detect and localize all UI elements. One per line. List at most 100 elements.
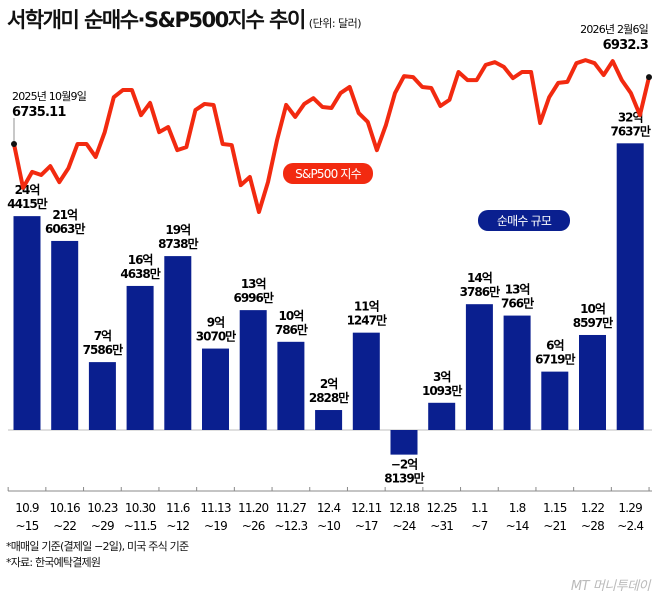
bar-label-man: 7637만: [610, 123, 650, 138]
bar: [352, 332, 380, 430]
bar-label-man: 1093만: [422, 383, 462, 398]
x-tick-label: 1.22: [581, 501, 605, 515]
bar-label-eok: 13억: [241, 277, 266, 291]
bar-label-man: 6719만: [535, 352, 575, 367]
bar: [126, 285, 154, 430]
x-tick-label: ~10: [317, 519, 340, 533]
start-value: 6735.11: [12, 105, 66, 120]
end-value: 6932.3: [603, 38, 649, 53]
bar-label-eok: 21억: [52, 208, 77, 222]
bar: [390, 430, 418, 455]
netbuy-legend-pill: [478, 210, 570, 231]
x-tick-label: ~24: [393, 519, 416, 533]
footnote-basis: *매매일 기준(결제일 −2일), 미국 주식 기준: [6, 540, 189, 553]
netbuy-legend-label: 순매수 규모: [497, 214, 552, 228]
bar: [13, 216, 41, 430]
bar-label-eok: 24억: [15, 183, 40, 197]
bar-label-eok: 9억: [207, 316, 224, 330]
x-tick-label: 12.25: [427, 501, 458, 515]
sp500-line: [12, 58, 651, 214]
x-tick-label: 10.9: [15, 501, 39, 515]
x-tick-label: ~22: [53, 519, 76, 533]
x-tick-label: 1.29: [618, 501, 642, 515]
x-tick-label: ~29: [91, 519, 114, 533]
bar: [315, 410, 343, 430]
x-tick-label: ~14: [506, 519, 529, 533]
x-tick-label: ~21: [543, 519, 566, 533]
footnote-source: *자료: 한국예탁결제원: [6, 556, 101, 569]
bar-label-eok: 13억: [505, 283, 530, 297]
bar-label-man: 786만: [275, 322, 308, 337]
bar-label-eok: 7억: [94, 329, 111, 343]
bar: [202, 348, 229, 430]
bar-label-man: 3070만: [196, 329, 236, 344]
sp500-legend-pill: [283, 163, 373, 184]
sp500-legend-label: S&P500 지수: [295, 167, 362, 181]
x-tick-label: 10.16: [50, 501, 81, 515]
bar-label-eok: −2억: [391, 458, 417, 472]
publisher-logo: MT 머니투데이: [570, 579, 651, 594]
x-tick-label: ~17: [355, 519, 378, 533]
bar-label-eok: 14억: [467, 271, 492, 285]
bar-label-man: 6996만: [233, 290, 273, 305]
bar-label-eok: 6억: [546, 339, 563, 353]
x-tick-label: ~2.4: [617, 519, 643, 533]
title-text: 서학개미 순매수·S&P500지수 추이: [7, 8, 306, 32]
x-tick-label: ~12: [166, 519, 189, 533]
bar: [541, 371, 569, 430]
bar-label-eok: 19억: [165, 223, 190, 237]
bar-label-man: 4638만: [120, 266, 160, 281]
x-tick-label: 10.30: [125, 501, 156, 515]
bar-label-man: 4415만: [7, 196, 47, 211]
x-tick-label: 11.6: [166, 501, 190, 515]
x-tick-label: 11.20: [238, 501, 269, 515]
bar-label-man: 7586만: [83, 342, 123, 357]
x-tick-label: 11.27: [276, 501, 307, 515]
end-point: [646, 74, 652, 81]
x-tick-label: ~12.3: [275, 519, 308, 533]
bar-label-eok: 32억: [618, 110, 643, 124]
bar: [239, 310, 267, 430]
bar-label-eok: 16억: [128, 253, 153, 267]
bar: [51, 240, 79, 430]
bar-label-eok: 10억: [580, 302, 605, 316]
bar-label-man: 766만: [501, 296, 534, 311]
bar-label-man: 3786만: [460, 284, 500, 299]
bar: [616, 143, 644, 430]
x-tick-label: ~7: [471, 519, 487, 533]
x-tick-label: ~28: [581, 519, 604, 533]
bar: [465, 304, 493, 430]
bar-label-man: 8597만: [573, 315, 613, 330]
x-tick-label: ~19: [204, 519, 227, 533]
x-tick-label: 1.1: [471, 501, 488, 515]
x-tick-label: ~31: [430, 519, 453, 533]
x-tick-label: 11.13: [200, 501, 231, 515]
bar: [428, 402, 456, 430]
x-tick-label: 10.23: [87, 501, 118, 515]
end-date: 2026년 2월6일: [580, 22, 649, 36]
bar: [277, 341, 305, 430]
bar-label-man: 8139만: [384, 471, 424, 486]
bar-label-man: 6063만: [45, 221, 85, 236]
bar-label-man: 1247만: [347, 313, 387, 328]
bar-label-eok: 3억: [433, 370, 450, 384]
bar: [579, 334, 606, 430]
bar-label-man: 2828만: [309, 390, 349, 405]
x-tick-label: ~26: [242, 519, 265, 533]
x-tick-label: 1.15: [543, 501, 567, 515]
x-tick-label: 12.4: [317, 501, 341, 515]
x-tick-label: 12.11: [351, 501, 382, 515]
bar-label-eok: 11억: [354, 300, 379, 314]
chart-title: 서학개미 순매수·S&P500지수 추이 (단위: 달러): [7, 4, 362, 34]
bar: [503, 315, 531, 430]
bar-label-eok: 10억: [279, 309, 304, 323]
x-tick-label: 1.8: [509, 501, 526, 515]
x-tick-label: ~11.5: [124, 519, 157, 533]
x-tick-label: ~15: [16, 519, 39, 533]
bar-label-eok: 2억: [320, 377, 337, 391]
start-date: 2025년 10월9일: [12, 89, 87, 103]
start-point: [11, 141, 17, 148]
x-tick-label: 12.18: [389, 501, 420, 515]
unit-label: (단위: 달러): [308, 17, 362, 30]
